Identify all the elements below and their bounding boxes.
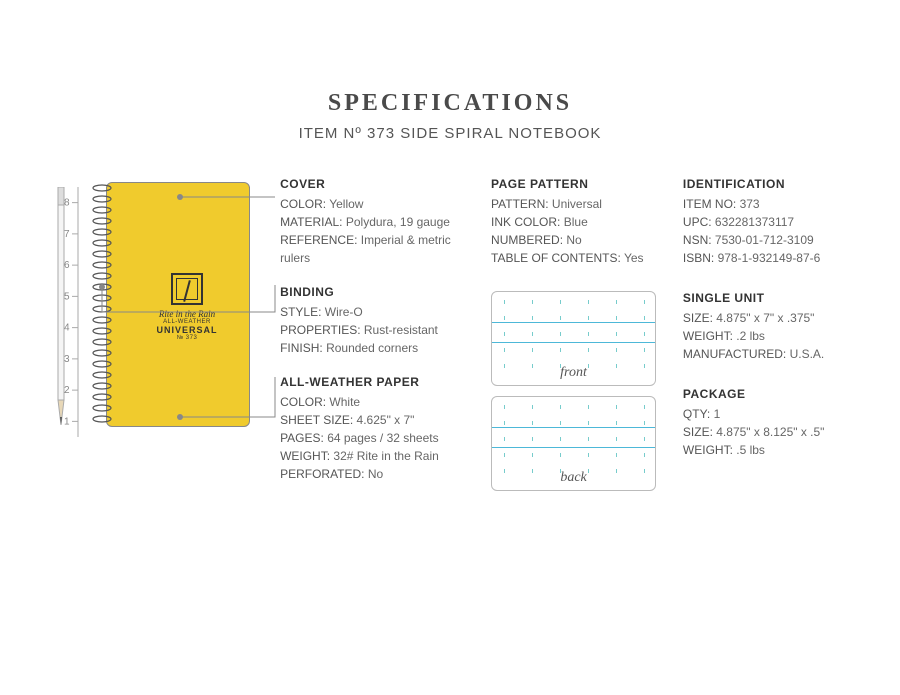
spec-row: PATTERN: Universal [491,195,663,213]
pattern-column: PAGE PATTERN PATTERN: UniversalINK COLOR… [491,177,663,501]
spec-row: COLOR: White [280,393,471,411]
notebook-logo: Rite in the Rain ALL-WEATHER UNIVERSAL №… [137,273,237,341]
logo-icon [171,273,203,305]
spec-row: ISBN: 978-1-932149-87-6 [683,249,850,267]
header: SPECIFICATIONS ITEM Nº 373 SIDE SPIRAL N… [50,90,850,142]
pattern-sample-back: back [491,396,656,491]
spec-row: MATERIAL: Polydura, 19 gauge [280,213,471,231]
notebook-cover: Rite in the Rain ALL-WEATHER UNIVERSAL №… [106,182,250,427]
spec-package: PACKAGE QTY: 1SIZE: 4.875" x 8.125" x .5… [683,387,850,459]
spec-row: ITEM NO: 373 [683,195,850,213]
spec-binding: BINDING STYLE: Wire-OPROPERTIES: Rust-re… [280,285,471,357]
spec-row: SIZE: 4.875" x 7" x .375" [683,309,850,327]
product-diagram: 12345678 Rite in the Rain ALL-WEATHER UN… [50,177,260,501]
spiral-binding [92,182,112,427]
spec-row: REFERENCE: Imperial & metric rulers [280,231,471,267]
spec-row: COLOR: Yellow [280,195,471,213]
pencil-illustration [56,187,66,437]
spec-row: TABLE OF CONTENTS: Yes [491,249,663,267]
page-subtitle: ITEM Nº 373 SIDE SPIRAL NOTEBOOK [50,125,850,142]
spec-row: SHEET SIZE: 4.625" x 7" [280,411,471,429]
spec-row: UPC: 632281373117 [683,213,850,231]
spec-row: PERFORATED: No [280,465,471,483]
spec-row: INK COLOR: Blue [491,213,663,231]
spec-row: WEIGHT: .2 lbs [683,327,850,345]
spec-single-unit: SINGLE UNIT SIZE: 4.875" x 7" x .375"WEI… [683,291,850,363]
spec-row: WEIGHT: 32# Rite in the Rain [280,447,471,465]
spec-row: WEIGHT: .5 lbs [683,441,850,459]
spec-row: MANUFACTURED: U.S.A. [683,345,850,363]
spec-cover: COVER COLOR: YellowMATERIAL: Polydura, 1… [280,177,471,267]
spec-row: FINISH: Rounded corners [280,339,471,357]
spec-sheet: SPECIFICATIONS ITEM Nº 373 SIDE SPIRAL N… [0,0,900,541]
notebook-illustration: Rite in the Rain ALL-WEATHER UNIVERSAL №… [92,182,250,427]
spec-row: SIZE: 4.875" x 8.125" x .5" [683,423,850,441]
spec-row: NSN: 7530-01-712-3109 [683,231,850,249]
specs-column-left: COVER COLOR: YellowMATERIAL: Polydura, 1… [280,177,471,501]
spec-row: NUMBERED: No [491,231,663,249]
spec-row: QTY: 1 [683,405,850,423]
content-row: 12345678 Rite in the Rain ALL-WEATHER UN… [50,177,850,501]
pattern-sample-front: front [491,291,656,386]
spec-row: STYLE: Wire-O [280,303,471,321]
spec-paper: ALL-WEATHER PAPER COLOR: WhiteSHEET SIZE… [280,375,471,483]
specs-column-right: IDENTIFICATION ITEM NO: 373UPC: 63228137… [683,177,850,501]
spec-pattern: PAGE PATTERN PATTERN: UniversalINK COLOR… [491,177,663,267]
page-title: SPECIFICATIONS [50,90,850,117]
spec-identification: IDENTIFICATION ITEM NO: 373UPC: 63228137… [683,177,850,267]
spec-row: PAGES: 64 pages / 32 sheets [280,429,471,447]
spec-row: PROPERTIES: Rust-resistant [280,321,471,339]
